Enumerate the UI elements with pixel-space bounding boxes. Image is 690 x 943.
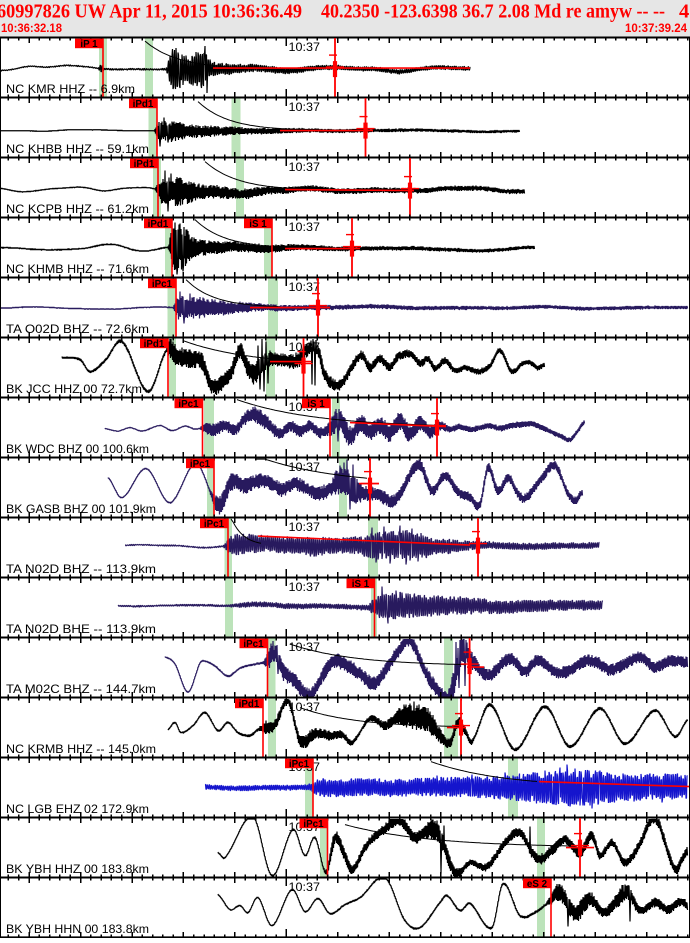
- svg-text:10:37: 10:37: [289, 580, 321, 594]
- svg-text:iP 1: iP 1: [80, 39, 98, 50]
- svg-text:NC KCPB HHZ -- 61.2km: NC KCPB HHZ -- 61.2km: [6, 202, 149, 216]
- svg-text:iPc1: iPc1: [178, 399, 199, 410]
- svg-text:10:36:32.18: 10:36:32.18: [1, 21, 62, 35]
- svg-text:NC KRMB HHZ -- 145.0km: NC KRMB HHZ -- 145.0km: [6, 742, 156, 756]
- svg-text:iPc1: iPc1: [190, 459, 211, 470]
- svg-text:iPd1: iPd1: [148, 219, 169, 230]
- svg-text:40.2350 -123.6398 36.7 2.08 Md: 40.2350 -123.6398 36.7 2.08 Md re amyw -…: [321, 1, 665, 23]
- svg-text:10:37: 10:37: [289, 880, 321, 894]
- svg-text:BK YBH HHN 00 183.8km: BK YBH HHN 00 183.8km: [6, 922, 149, 936]
- svg-text:10:37: 10:37: [289, 520, 321, 534]
- svg-text:TA N02D BHZ -- 113.9km: TA N02D BHZ -- 113.9km: [6, 562, 156, 576]
- svg-text:TA M02C BHZ -- 144.7km: TA M02C BHZ -- 144.7km: [6, 682, 156, 696]
- svg-text:NC KMR HHZ -- 6.9km: NC KMR HHZ -- 6.9km: [6, 82, 135, 96]
- svg-text:iS 1: iS 1: [352, 579, 370, 590]
- svg-text:NC KHMB HHZ -- 71.6km: NC KHMB HHZ -- 71.6km: [6, 262, 149, 276]
- svg-text:NC LGB EHZ 02 172.9km: NC LGB EHZ 02 172.9km: [6, 802, 149, 816]
- svg-text:BK GASB BHZ 00 101.9km: BK GASB BHZ 00 101.9km: [6, 502, 156, 516]
- svg-text:iPc1: iPc1: [243, 639, 264, 650]
- svg-text:4: 4: [679, 1, 689, 23]
- svg-text:BK WDC BHZ 00 100.6km: BK WDC BHZ 00 100.6km: [6, 442, 149, 456]
- svg-text:10:37: 10:37: [289, 40, 321, 54]
- svg-text:eS 2: eS 2: [527, 879, 548, 890]
- svg-text:10:37:39.24: 10:37:39.24: [625, 21, 687, 35]
- svg-text:10:37: 10:37: [289, 160, 321, 174]
- svg-text:60997826 UW Apr 11, 2015 10:36: 60997826 UW Apr 11, 2015 10:36:36.49: [0, 1, 302, 23]
- svg-text:10:37: 10:37: [289, 700, 321, 714]
- svg-text:iS 1: iS 1: [307, 399, 325, 410]
- svg-text:iPd1: iPd1: [134, 159, 155, 170]
- svg-text:10:37: 10:37: [289, 220, 321, 234]
- svg-text:BK YBH HHZ 00 183.8km: BK YBH HHZ 00 183.8km: [6, 862, 149, 876]
- svg-text:TA O02D BHZ -- 72.6km: TA O02D BHZ -- 72.6km: [6, 322, 149, 336]
- svg-text:iPc1: iPc1: [289, 759, 310, 770]
- svg-text:TA N02D BHE -- 113.9km: TA N02D BHE -- 113.9km: [6, 622, 156, 636]
- svg-text:iPc1: iPc1: [152, 279, 173, 290]
- svg-text:iPd1: iPd1: [133, 99, 154, 110]
- svg-text:iPd1: iPd1: [144, 339, 165, 350]
- svg-text:10:37: 10:37: [289, 280, 321, 294]
- svg-text:iPc1: iPc1: [204, 519, 225, 530]
- svg-text:BK JCC HHZ 00 72.7km: BK JCC HHZ 00 72.7km: [6, 382, 142, 396]
- svg-text:iS 1: iS 1: [249, 219, 267, 230]
- svg-text:10:37: 10:37: [289, 100, 321, 114]
- svg-text:10:37: 10:37: [289, 460, 321, 474]
- svg-text:iPd1: iPd1: [239, 699, 260, 710]
- svg-text:NC KHBB HHZ -- 59.1km: NC KHBB HHZ -- 59.1km: [6, 142, 149, 156]
- svg-text:iPc1: iPc1: [303, 819, 324, 830]
